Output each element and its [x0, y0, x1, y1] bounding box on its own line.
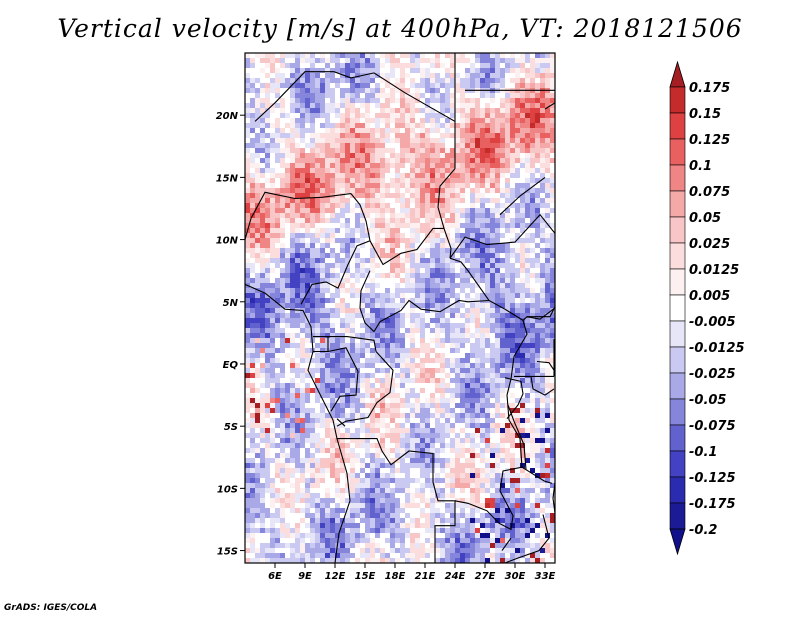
lat-tick-label: 15S [217, 547, 238, 558]
lon-tick-label: 9E [298, 571, 312, 582]
border-line [504, 377, 524, 420]
lat-tick-label: 20N [216, 111, 239, 122]
colorbar-label: -0.005 [689, 315, 736, 330]
colorbar-swatch [669, 112, 686, 140]
colorbar-label: -0.05 [689, 393, 726, 408]
map-frame [244, 52, 556, 564]
border-line [527, 306, 555, 318]
colorbar-swatch [669, 216, 686, 244]
lon-tick-label: 6E [268, 571, 282, 582]
colorbar-swatch [669, 242, 686, 270]
border-line [449, 257, 555, 322]
colorbar-label: -0.175 [689, 497, 736, 512]
colorbar-swatch [669, 320, 686, 348]
colorbar-bottom-arrow [669, 528, 686, 556]
border-line [373, 299, 490, 332]
border-line [336, 418, 346, 427]
border-line [327, 347, 359, 412]
colorbar-label: -0.125 [689, 471, 736, 486]
border-line [254, 71, 456, 169]
colorbar-swatch [669, 86, 686, 114]
border-line [501, 537, 512, 551]
lat-tick-label: 5N [223, 298, 239, 309]
colorbar-swatch [669, 424, 686, 452]
border-line [499, 176, 546, 216]
border-line [552, 482, 555, 514]
colorbar-label: -0.025 [689, 367, 736, 382]
colorbar-swatch [669, 268, 686, 296]
colorbar-label: 0.175 [689, 81, 730, 96]
colorbar-swatch [669, 190, 686, 218]
border-line [313, 336, 377, 352]
colorbar-swatch [669, 138, 686, 166]
border-line [536, 360, 555, 371]
colorbar-label: -0.0125 [689, 341, 745, 356]
lat-tick-label: 10S [217, 484, 238, 495]
lat-tick-label: 15N [216, 173, 239, 184]
colorbar-top-arrow [669, 60, 686, 88]
border-line [336, 351, 394, 427]
colorbar-swatch [669, 398, 686, 426]
colorbar: 0.175 0.15 0.125 0.1 0.075 0.05 0.025 0.0125 0.0… [669, 60, 745, 556]
colorbar-swatch [669, 476, 686, 504]
lon-tick-label: 24E [445, 571, 466, 582]
credit-label: GrADS: IGES/COLA [4, 603, 98, 613]
border-line [245, 283, 351, 563]
colorbar-label: 0.075 [689, 185, 730, 200]
colorbar-label: -0.075 [689, 419, 736, 434]
colorbar-swatch [669, 372, 686, 400]
lon-tick-label: 12E [325, 571, 346, 582]
colorbar-label: 0.0125 [689, 263, 739, 278]
colorbar-swatch [669, 294, 686, 322]
colorbar-swatch [669, 346, 686, 374]
border-line [544, 102, 555, 110]
border-line [530, 376, 555, 396]
lon-tick-label: 30E [505, 571, 526, 582]
colorbar-swatch [669, 164, 686, 192]
border-line [521, 466, 553, 484]
colorbar-swatch [669, 502, 686, 530]
lon-tick-label: 33E [535, 571, 556, 582]
lat-tick-label: 5S [224, 422, 238, 433]
colorbar-label: 0.005 [689, 289, 730, 304]
lon-tick-label: 18E [385, 571, 406, 582]
velocity-field [245, 53, 555, 563]
colorbar-label: -0.2 [689, 523, 717, 538]
border-line [337, 438, 456, 563]
lat-tick-label: 10N [216, 236, 239, 247]
country-borders [245, 53, 555, 563]
colorbar-label: 0.05 [689, 211, 721, 226]
border-line [359, 270, 375, 332]
border-line [250, 191, 352, 219]
border-line [300, 193, 371, 305]
chart-title: Vertical velocity [m/s] at 400hPa, VT: 2… [57, 14, 743, 43]
colorbar-label: 0.15 [689, 107, 721, 122]
border-line [506, 320, 528, 468]
lon-tick-label: 15E [355, 571, 376, 582]
lon-tick-label: 27E [475, 571, 496, 582]
border-line [437, 168, 456, 229]
colorbar-label: 0.125 [689, 133, 730, 148]
border-line [369, 227, 452, 266]
border-line [245, 218, 252, 240]
lat-tick-label: EQ [223, 360, 239, 371]
colorbar-swatch [669, 450, 686, 478]
colorbar-label: -0.1 [689, 445, 717, 460]
lon-tick-label: 21E [415, 571, 436, 582]
map-axes: 20N 15N 10N 5N EQ 5S 10S 15S 6E 9E 12E 15E 18E 21E 24E… [216, 111, 556, 582]
border-line [504, 514, 550, 563]
colorbar-label: 0.1 [689, 159, 712, 174]
border-line [449, 213, 555, 259]
colorbar-label: 0.025 [689, 237, 730, 252]
border-line [454, 466, 523, 531]
